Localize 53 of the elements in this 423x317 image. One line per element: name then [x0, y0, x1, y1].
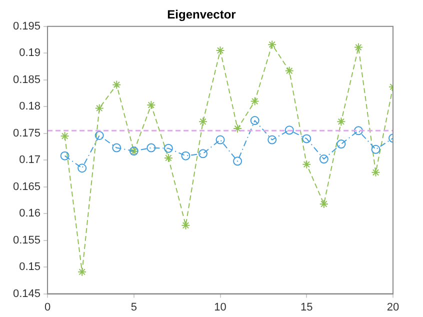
point — [250, 96, 260, 106]
point — [371, 168, 380, 177]
point — [181, 220, 190, 230]
point — [146, 143, 156, 152]
point — [302, 134, 312, 144]
point — [94, 131, 104, 140]
point — [112, 143, 122, 152]
y-tick-label: 0.19 — [19, 47, 41, 60]
y-tick-label: 0.175 — [12, 127, 41, 140]
point — [216, 135, 225, 144]
point — [354, 42, 363, 52]
point — [336, 140, 346, 149]
point — [284, 126, 294, 135]
point — [78, 267, 87, 276]
point — [268, 135, 277, 144]
point — [198, 117, 208, 126]
point — [250, 116, 260, 126]
y-tick-label: 0.18 — [19, 100, 41, 113]
point — [164, 144, 173, 153]
point — [319, 154, 328, 164]
point — [371, 144, 380, 154]
y-tick-label: 0.165 — [12, 180, 41, 193]
y-tick-label: 0.155 — [12, 234, 41, 246]
point — [146, 100, 156, 110]
x-tick-label: 10 — [214, 301, 226, 314]
y-tick-label: 0.185 — [12, 74, 41, 86]
point — [112, 80, 122, 90]
point — [94, 104, 104, 113]
point — [181, 151, 190, 160]
point — [284, 66, 294, 76]
point — [354, 126, 363, 136]
point — [319, 199, 328, 208]
point — [302, 160, 312, 169]
point — [268, 40, 277, 50]
x-tick-label: 20 — [386, 301, 400, 314]
y-tick-label: 0.17 — [19, 154, 41, 166]
point — [164, 153, 173, 162]
y-tick-label: 0.145 — [12, 288, 41, 300]
point — [233, 124, 242, 134]
x-tick-label: 5 — [130, 301, 137, 314]
y-tick-label: 0.16 — [19, 208, 41, 220]
point — [78, 164, 87, 173]
point — [198, 149, 208, 158]
point — [60, 151, 70, 160]
y-tick-label: 0.15 — [19, 261, 41, 274]
point — [233, 156, 242, 166]
point — [336, 117, 346, 126]
point — [216, 46, 225, 55]
x-tick-label: 0 — [44, 301, 51, 314]
y-tick-label: 0.195 — [12, 20, 41, 32]
point — [60, 132, 70, 141]
x-tick-label: 15 — [300, 301, 313, 314]
chart-title: Eigenvector — [167, 8, 236, 22]
